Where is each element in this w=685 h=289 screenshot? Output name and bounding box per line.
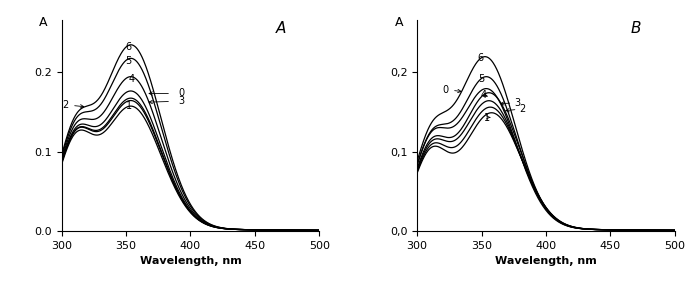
Text: 6: 6 <box>477 53 484 64</box>
Text: 0: 0 <box>443 85 449 95</box>
Text: 6: 6 <box>125 42 132 51</box>
Text: B: B <box>631 21 641 36</box>
Text: 5: 5 <box>478 74 485 84</box>
Text: 1: 1 <box>125 101 132 111</box>
Text: 4: 4 <box>128 74 134 84</box>
Text: 0: 0 <box>178 88 184 99</box>
X-axis label: Wavelength, nm: Wavelength, nm <box>140 256 241 266</box>
Y-axis label: A: A <box>395 16 403 29</box>
Text: 2: 2 <box>520 104 526 114</box>
Text: 4: 4 <box>481 90 487 100</box>
Text: 5: 5 <box>125 56 132 66</box>
Text: 3: 3 <box>178 97 184 106</box>
X-axis label: Wavelength, nm: Wavelength, nm <box>495 256 597 266</box>
Y-axis label: A: A <box>39 16 48 29</box>
Text: 3: 3 <box>514 98 521 108</box>
Text: A: A <box>275 21 286 36</box>
Text: 1: 1 <box>484 113 490 123</box>
Text: 2: 2 <box>62 100 68 110</box>
